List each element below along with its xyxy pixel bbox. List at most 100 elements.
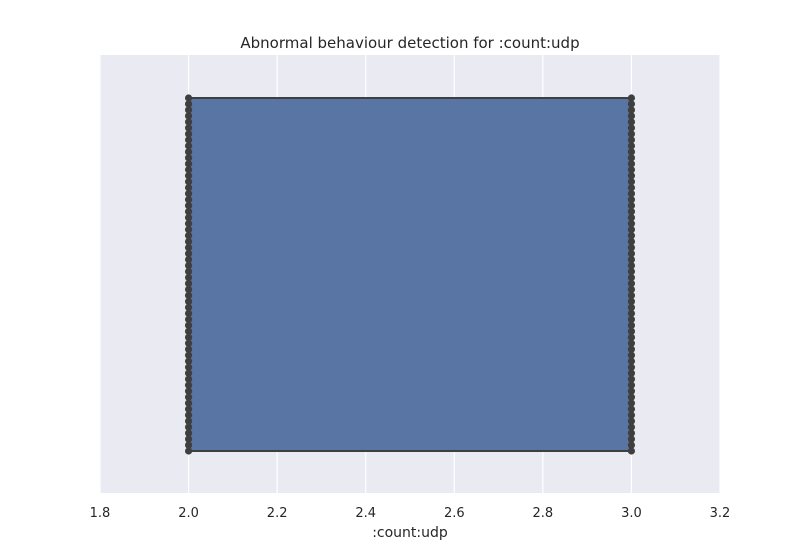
data-point	[184, 154, 193, 162]
data-point	[184, 118, 193, 126]
data-point	[627, 297, 636, 306]
data-point	[184, 160, 193, 168]
data-point	[184, 447, 193, 455]
x-tick-label: 2.6	[444, 506, 465, 521]
data-point	[627, 435, 636, 443]
data-point	[627, 184, 636, 192]
data-point	[627, 363, 636, 371]
data-point	[184, 345, 193, 353]
data-point	[627, 381, 636, 389]
x-tick-labels: 1.8 2.0 2.2 2.4 2.6 2.8 3.0 3.2	[90, 506, 731, 521]
data-point	[627, 273, 636, 282]
data-point	[184, 411, 193, 419]
data-point	[627, 148, 636, 156]
data-point	[184, 94, 193, 102]
data-point	[184, 184, 193, 192]
data-point	[627, 160, 636, 168]
x-tick-label: 2.4	[355, 506, 376, 521]
x-tick-label: 1.8	[90, 506, 111, 521]
data-point	[184, 315, 193, 323]
x-tick-label: 2.8	[533, 506, 554, 521]
data-point	[184, 142, 193, 150]
data-point	[184, 196, 193, 204]
data-point	[627, 375, 636, 383]
data-point	[184, 435, 193, 443]
data-point	[184, 261, 193, 270]
data-point	[627, 423, 636, 431]
data-point	[184, 429, 193, 437]
data-point	[184, 178, 193, 186]
data-point	[184, 357, 193, 365]
data-point	[627, 441, 636, 449]
data-point	[184, 303, 193, 312]
data-point	[184, 327, 193, 335]
data-point	[627, 214, 636, 222]
data-point	[184, 208, 193, 216]
data-point	[627, 411, 636, 419]
data-point	[184, 423, 193, 431]
data-point	[184, 214, 193, 222]
data-point	[627, 130, 636, 138]
data-point	[184, 387, 193, 395]
data-point	[184, 232, 193, 240]
data-point	[184, 291, 193, 300]
data-point	[627, 166, 636, 174]
data-point	[184, 297, 193, 306]
data-point	[627, 112, 636, 120]
data-point	[184, 112, 193, 120]
data-point	[184, 393, 193, 401]
data-point	[627, 345, 636, 353]
data-point	[627, 267, 636, 276]
data-point	[627, 142, 636, 150]
data-point	[184, 351, 193, 359]
data-point	[627, 315, 636, 323]
data-point	[184, 417, 193, 425]
data-point	[627, 261, 636, 270]
data-point	[627, 339, 636, 347]
data-point	[184, 106, 193, 114]
data-point	[184, 333, 193, 341]
data-point	[627, 172, 636, 180]
data-point	[627, 417, 636, 425]
data-point	[627, 190, 636, 198]
data-point	[184, 369, 193, 377]
data-point	[627, 154, 636, 162]
data-point	[184, 267, 193, 276]
data-point	[627, 124, 636, 132]
data-point	[184, 339, 193, 347]
data-point	[184, 202, 193, 210]
data-point	[184, 249, 193, 258]
data-point	[184, 309, 193, 317]
data-point	[627, 357, 636, 365]
swarm-points	[184, 94, 636, 455]
data-point	[627, 100, 636, 108]
data-point	[184, 243, 193, 252]
data-point	[627, 399, 636, 407]
data-point	[627, 208, 636, 216]
data-point	[184, 285, 193, 294]
data-point	[184, 381, 193, 389]
data-point	[184, 172, 193, 180]
data-point	[627, 249, 636, 258]
data-point	[627, 285, 636, 294]
x-tick-label: 2.2	[267, 506, 288, 521]
data-point	[627, 118, 636, 126]
data-point	[184, 399, 193, 407]
data-point	[184, 130, 193, 138]
data-point	[184, 166, 193, 174]
data-point	[627, 303, 636, 312]
data-point	[184, 220, 193, 228]
data-point	[627, 309, 636, 317]
data-point	[627, 106, 636, 114]
data-point	[627, 255, 636, 264]
data-point	[627, 387, 636, 395]
data-point	[184, 148, 193, 156]
data-point	[627, 327, 636, 335]
data-point	[627, 369, 636, 377]
data-point	[184, 255, 193, 264]
box-layer	[187, 97, 633, 452]
data-point	[627, 178, 636, 186]
data-point	[627, 333, 636, 341]
data-point	[627, 196, 636, 204]
